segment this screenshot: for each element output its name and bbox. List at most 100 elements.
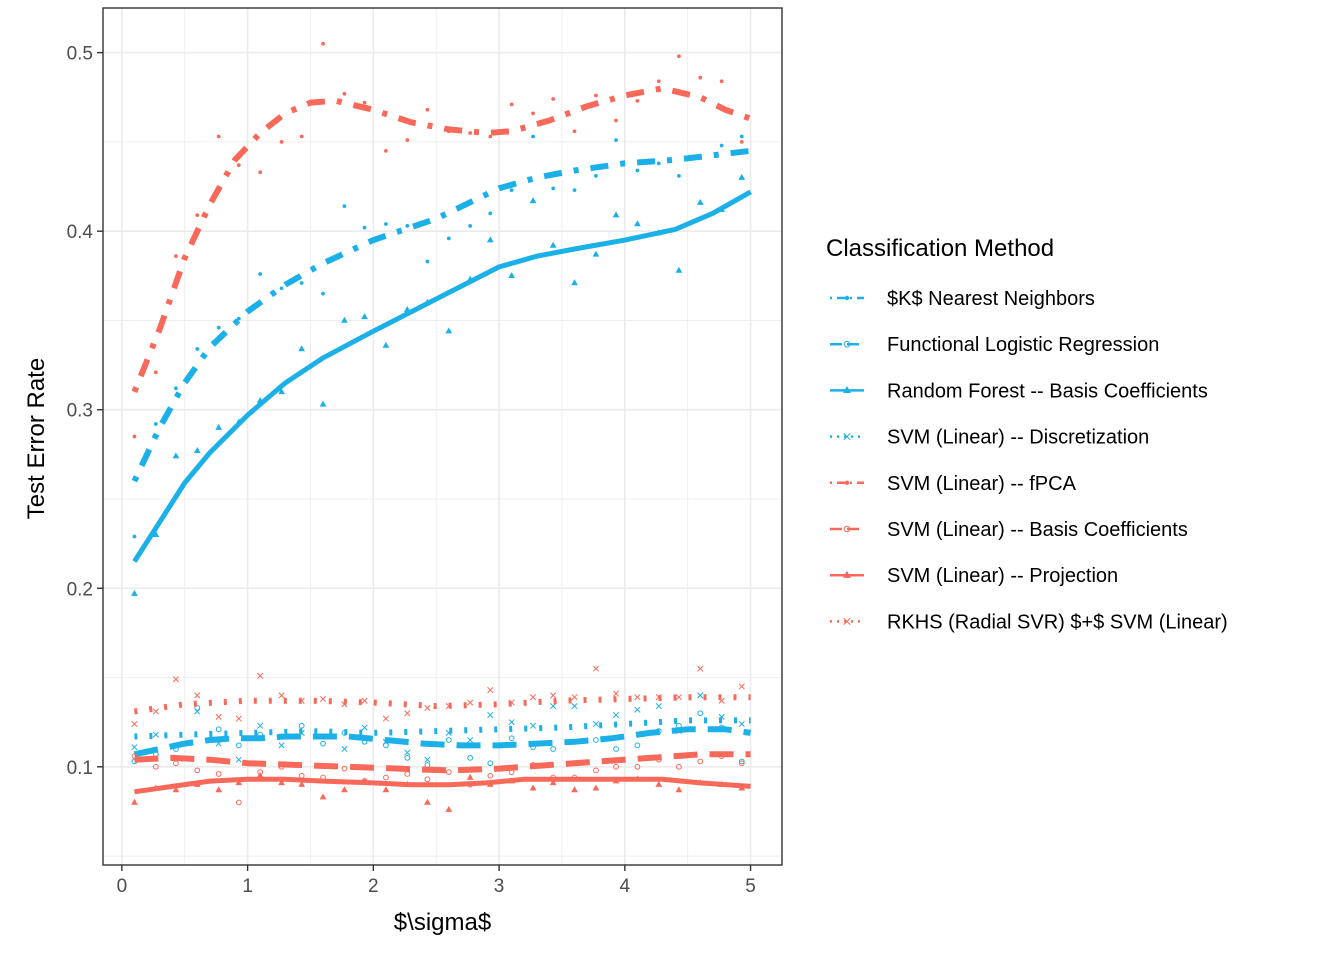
legend-label: $K$ Nearest Neighbors <box>887 288 1095 310</box>
data-point <box>404 749 411 756</box>
data-point <box>655 703 662 710</box>
x-tick-label: 2 <box>368 876 379 897</box>
data-point <box>571 703 578 710</box>
data-point <box>572 188 577 192</box>
data-point <box>550 703 557 710</box>
data-point <box>613 763 619 770</box>
x-tick-label: 1 <box>242 876 253 897</box>
legend-label: SVM (Linear) -- Basis Coefficients <box>887 519 1188 541</box>
data-point <box>132 434 137 439</box>
data-point <box>258 272 263 276</box>
data-point <box>257 722 264 729</box>
data-point <box>382 738 389 745</box>
data-point <box>508 735 515 742</box>
data-point <box>235 756 242 763</box>
series-line <box>131 147 751 483</box>
data-point <box>509 188 514 192</box>
series-5 <box>131 41 752 439</box>
data-point <box>194 767 201 774</box>
data-point <box>675 786 683 793</box>
data-point <box>215 726 222 733</box>
data-point <box>508 719 515 726</box>
data-point <box>738 720 745 728</box>
data-point <box>278 742 285 749</box>
legend-keys: $K$ Nearest Neighbors Functional Logistic… <box>830 288 1228 633</box>
data-point <box>216 325 221 330</box>
data-point <box>550 692 557 699</box>
data-point <box>257 672 264 679</box>
legend-title: Classification Method <box>826 235 1054 262</box>
data-point <box>319 695 327 703</box>
legend-item: Random Forest -- Basis Coefficients <box>830 380 1208 402</box>
data-point <box>319 733 327 740</box>
data-point <box>697 758 704 765</box>
data-point <box>675 266 683 273</box>
data-point <box>172 452 180 459</box>
data-point <box>445 769 452 776</box>
data-point <box>215 423 223 430</box>
x-tick-label: 4 <box>620 876 631 897</box>
legend-key-marker <box>844 480 850 485</box>
series-line <box>131 85 752 394</box>
data-point <box>236 316 241 321</box>
data-point <box>195 213 200 217</box>
data-point <box>594 93 598 98</box>
data-point <box>550 746 557 752</box>
data-point <box>488 211 493 216</box>
data-point <box>404 710 411 717</box>
data-point <box>215 786 223 793</box>
data-point <box>321 41 325 46</box>
data-point <box>174 254 178 259</box>
data-point <box>487 686 494 694</box>
data-point <box>172 742 180 749</box>
data-point <box>235 715 242 722</box>
data-point <box>132 534 137 539</box>
data-point <box>739 140 744 144</box>
legend-item: SVM (Linear) -- Discretization <box>830 427 1149 449</box>
data-point <box>194 708 201 715</box>
data-point <box>152 708 159 715</box>
data-point <box>298 722 305 729</box>
data-point <box>656 79 661 84</box>
data-point <box>738 760 745 767</box>
series-3 <box>131 173 752 596</box>
series-8 <box>131 665 751 728</box>
data-point <box>486 236 494 243</box>
data-point <box>194 692 201 699</box>
data-point <box>614 118 618 123</box>
data-point <box>738 758 745 765</box>
series-line <box>134 751 751 774</box>
data-point <box>677 173 681 178</box>
data-point <box>299 281 304 285</box>
x-axis-label: $\sigma$ <box>394 909 491 936</box>
data-point <box>549 241 557 248</box>
data-point <box>153 422 158 426</box>
data-point <box>384 148 388 153</box>
y-tick-label: 0.5 <box>67 44 93 65</box>
y-tick-label: 0.1 <box>67 758 93 779</box>
x-tick-label: 3 <box>494 876 505 897</box>
legend-key-marker <box>843 617 851 625</box>
data-point <box>131 798 138 805</box>
legend-item: Functional Logistic Regression <box>830 334 1159 356</box>
data-point <box>719 143 724 148</box>
y-axis-label: Test Error Rate <box>23 358 50 519</box>
data-point <box>404 754 411 761</box>
data-point <box>215 771 222 777</box>
y-tick-label: 0.2 <box>67 579 93 600</box>
legend-key-marker <box>843 525 851 533</box>
data-point <box>572 129 577 134</box>
panel-background <box>103 8 782 865</box>
legend-label: Functional Logistic Regression <box>887 334 1159 356</box>
data-point <box>152 763 159 770</box>
series-line <box>133 726 752 758</box>
data-point <box>384 222 388 226</box>
data-point <box>361 697 368 704</box>
data-point <box>278 692 285 699</box>
series-6 <box>131 751 751 806</box>
data-point <box>592 720 599 728</box>
data-point <box>341 745 348 753</box>
legend-item: SVM (Linear) -- Basis Coefficients <box>830 519 1188 541</box>
data-point <box>656 161 661 166</box>
data-point <box>194 705 201 711</box>
